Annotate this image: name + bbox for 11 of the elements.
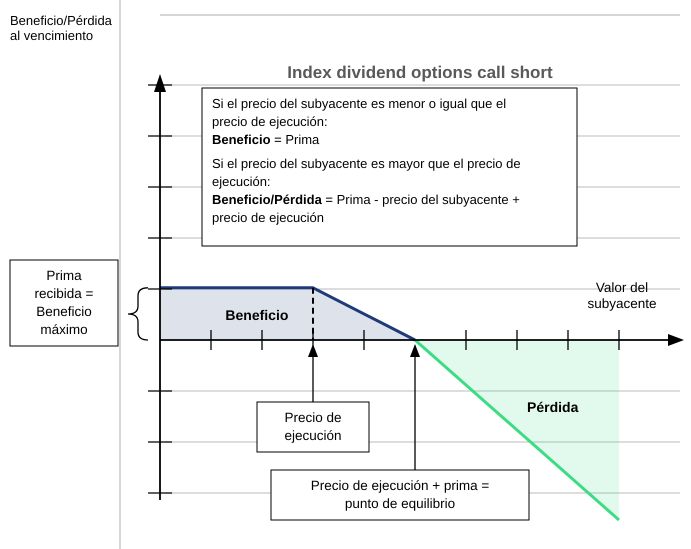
series-label: Beneficio	[225, 306, 288, 323]
callout-box: Prima recibida = Beneficio máximo	[10, 260, 118, 346]
callout-box: Si el precio del subyacente es menor o igual que el precio de ejecución: Beneficio = Prima Si el precio del subyacente es mayor que el precio de ejecución: Beneficio/Pérdida = Prima - precio del subyacente + precio de ejecución	[202, 88, 578, 246]
callout-box: Precio de ejecución	[256, 402, 370, 452]
callout-box: Precio de ejecución + prima = punto de equilibrio	[270, 470, 530, 520]
x-axis-title: Valor del subyacente	[587, 280, 657, 311]
series-label: Pérdida	[527, 399, 579, 415]
chart-title: Index dividend options call short	[287, 63, 554, 82]
annotation: Precio de ejecución + prima = punto de equilibrio	[310, 478, 490, 511]
text: Beneficio/Pérdida al vencimiento	[10, 13, 113, 43]
annotation: Precio de ejecución	[284, 410, 342, 443]
